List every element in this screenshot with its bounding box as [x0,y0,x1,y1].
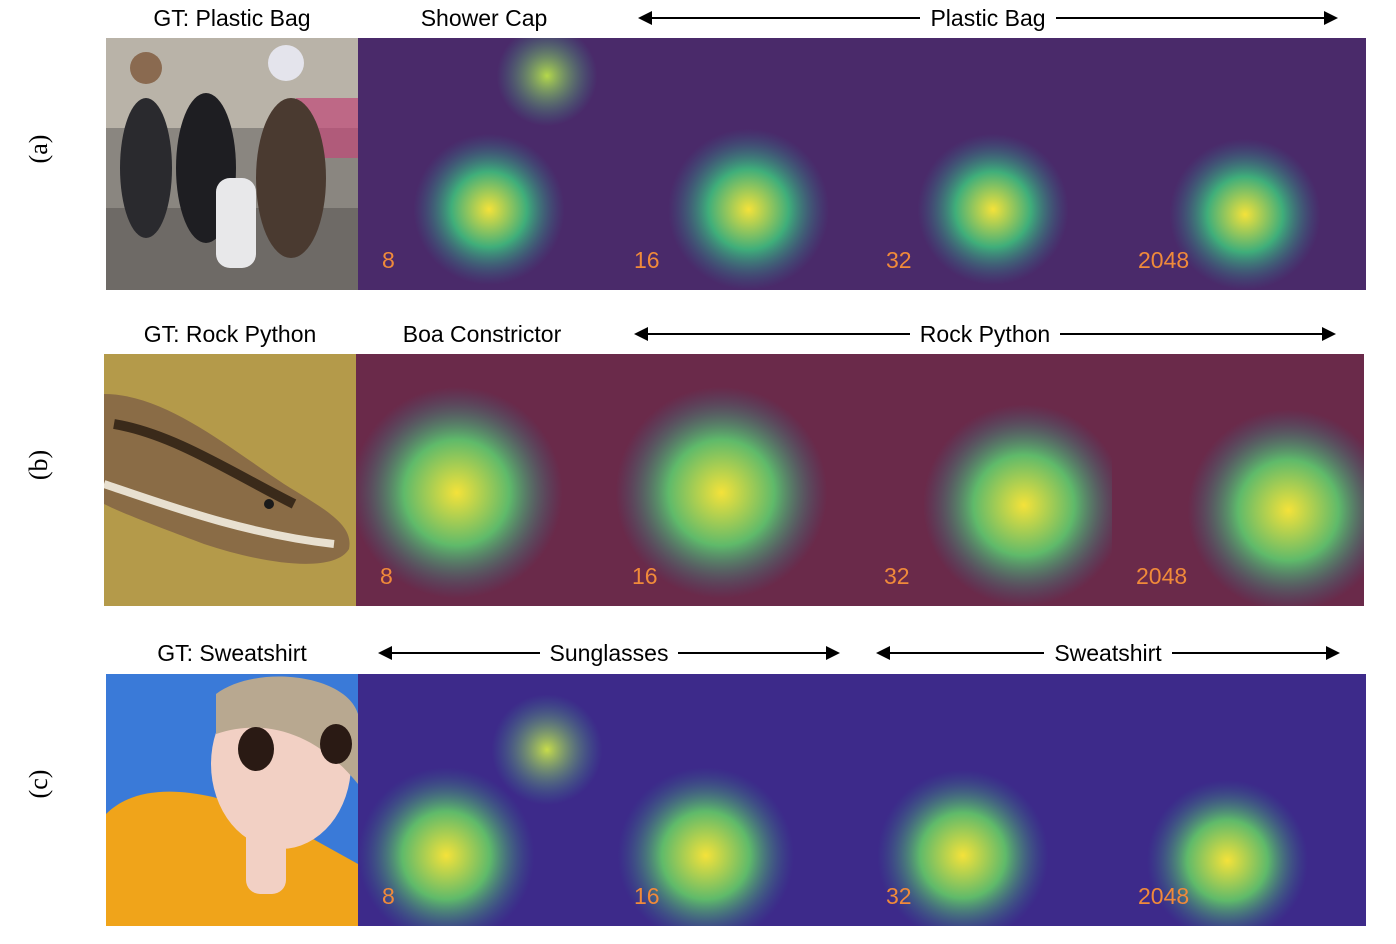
prediction-range-arrow-c1: Sunglasses [378,635,841,671]
original-image-c [106,674,358,926]
heatmap-overlay [860,354,1112,606]
heatmap-panel-b1: 8 [356,354,608,606]
prediction-range-label-a: Plastic Bag [930,4,1046,31]
doll-image [106,674,358,926]
heatmap-overlay [610,674,862,926]
heatmap-overlay [862,38,1114,290]
row-a: (a) GT: Plastic Bag Shower Cap Plastic B… [0,0,1396,300]
gt-caption-b: GT: Rock Python [143,321,317,347]
prediction-caption-a: Shower Cap [420,5,548,31]
resolution-label: 32 [884,563,910,589]
arrow-line [678,652,827,654]
resolution-label: 32 [886,883,912,909]
arrow-left-icon [378,646,392,660]
prediction-range-label-c1: Sunglasses [549,639,669,666]
original-image-b [104,354,356,606]
heatmap-panel-a3: 32 [862,38,1114,290]
heatmap-overlay [358,674,610,926]
heatmap-overlay [356,354,608,606]
arrow-line [890,652,1045,654]
resolution-label: 32 [886,247,912,273]
resolution-label: 16 [634,883,660,909]
row-label-b: (b) [24,449,53,481]
snake-image [104,354,356,606]
heatmap-panel-a4: 2048 [1114,38,1366,290]
heatmap-overlay [358,38,610,290]
arrow-left-icon [634,327,648,341]
prediction-range-arrow-b: Rock Python [634,316,1336,352]
prediction-range-label-b: Rock Python [919,320,1051,347]
arrow-line [652,17,921,19]
arrow-right-icon [1322,327,1336,341]
prediction-range-arrow-c2: Sweatshirt [876,635,1340,671]
arrow-right-icon [826,646,841,660]
arrow-line [1055,17,1324,19]
heatmap-panel-b4: 2048 [1112,354,1364,606]
heatmap-panel-a2: 16 [610,38,862,290]
heatmap-panel-c4: 2048 [1114,674,1366,926]
heatmap-panel-c1: 8 [358,674,610,926]
prediction-range-arrow-a: Plastic Bag [638,0,1338,36]
heatmap-overlay [1114,38,1366,290]
arrow-line [1060,333,1322,335]
resolution-label: 16 [632,563,658,589]
resolution-label: 8 [382,247,395,273]
resolution-label: 2048 [1138,883,1190,909]
arrow-right-icon [1326,646,1340,660]
prediction-caption-b: Boa Constrictor [402,321,562,347]
resolution-label: 16 [634,247,660,273]
gt-caption-c: GT: Sweatshirt [157,640,307,666]
row-b: (b) GT: Rock Python Boa Constrictor Rock… [0,316,1396,616]
prediction-range-label-c2: Sweatshirt [1054,639,1162,666]
resolution-label: 2048 [1136,563,1188,589]
resolution-label: 8 [382,883,395,909]
row-label-a: (a) [24,134,53,164]
resolution-label: 2048 [1138,247,1190,273]
arrow-line [1171,652,1326,654]
row-c: (c) GT: Sweatshirt Sunglasses Sweatshirt [0,635,1396,935]
gt-caption-a: GT: Plastic Bag [153,5,311,31]
original-image-a [106,38,358,290]
heatmap-overlay [610,38,862,290]
heatmap-panel-c2: 16 [610,674,862,926]
heatmap-panel-c3: 32 [862,674,1114,926]
heatmap-overlay [608,354,860,606]
arrow-line [648,333,910,335]
arrow-line [392,652,540,654]
heatmap-panel-b2: 16 [608,354,860,606]
heatmap-panel-a1: 8 [358,38,610,290]
heatmap-overlay [862,674,1114,926]
heatmap-panel-b3: 32 [860,354,1112,606]
arrow-left-icon [876,646,890,660]
row-label-c: (c) [24,769,53,799]
heatmap-overlay [1114,674,1366,926]
heatmap-overlay [1112,354,1364,606]
resolution-label: 8 [380,563,393,589]
street-scene-image [106,38,358,290]
arrow-left-icon [638,11,652,25]
arrow-right-icon [1324,11,1338,25]
